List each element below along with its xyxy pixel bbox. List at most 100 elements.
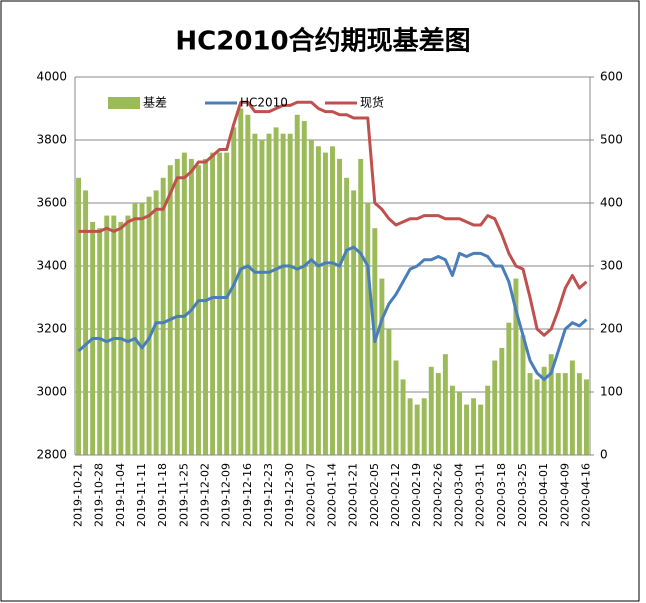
bar — [203, 158, 208, 455]
bar — [273, 127, 279, 456]
bar — [393, 360, 399, 455]
y2-tick-label: 400 — [600, 196, 623, 210]
bar — [188, 158, 194, 455]
line — [77, 245, 588, 381]
y2-tick-label: 0 — [600, 448, 608, 462]
bar — [428, 366, 434, 455]
bar — [337, 158, 343, 455]
bar — [358, 158, 364, 455]
bar — [351, 190, 357, 455]
bar — [513, 278, 519, 455]
legend-label: 基差 — [143, 96, 167, 110]
x-tick-label: 2020-01-21 — [347, 463, 360, 527]
bar — [104, 215, 110, 455]
y-tick-label: 3400 — [36, 259, 67, 273]
y-tick-label: 3200 — [36, 322, 67, 336]
bar — [146, 196, 152, 455]
x-tick-label: 2019-12-16 — [241, 463, 254, 527]
bar — [224, 152, 230, 455]
bar — [506, 322, 512, 455]
y2-tick-label: 100 — [600, 385, 623, 399]
bar — [181, 152, 187, 455]
bar — [464, 404, 470, 455]
bar — [527, 373, 533, 455]
bar — [245, 114, 251, 456]
x-tick-label: 2020-04-01 — [537, 463, 550, 527]
x-tick-label: 2019-12-02 — [199, 463, 212, 527]
bar — [569, 360, 575, 455]
bar — [280, 133, 286, 455]
x-tick-label: 2020-04-16 — [579, 463, 592, 527]
bar — [210, 152, 216, 455]
x-tick-label: 2019-12-23 — [262, 463, 275, 527]
x-tick-label: 2019-12-30 — [283, 463, 296, 527]
bar — [435, 373, 441, 455]
x-tick-label: 2019-11-25 — [177, 463, 190, 527]
bar — [322, 152, 328, 455]
x-tick-label: 2019-10-28 — [93, 463, 106, 527]
chart-title: HC2010合约期现基差图 — [175, 26, 470, 57]
bar — [365, 203, 371, 455]
bar — [97, 228, 103, 455]
bar — [400, 379, 406, 455]
bar — [160, 177, 166, 456]
bar — [499, 347, 505, 455]
x-tick-label: 2019-12-09 — [220, 463, 233, 527]
bar — [111, 215, 117, 455]
bar — [442, 354, 448, 455]
bar — [139, 203, 145, 455]
bar — [576, 373, 582, 455]
bar — [520, 335, 526, 455]
x-tick-label: 2019-11-11 — [135, 463, 148, 527]
bar — [259, 140, 265, 455]
bar — [555, 373, 561, 455]
bar — [449, 385, 455, 455]
y-tick-label: 3800 — [36, 133, 67, 147]
x-tick-label: 2020-02-26 — [431, 463, 444, 527]
bar — [478, 404, 484, 455]
bar — [492, 360, 498, 455]
bar — [238, 108, 244, 455]
y2-tick-label: 200 — [600, 322, 623, 336]
bar — [386, 329, 392, 455]
y-tick-label: 4000 — [36, 70, 67, 84]
y2-tick-label: 300 — [600, 259, 623, 273]
bar — [125, 215, 131, 455]
x-tick-label: 2020-02-19 — [410, 463, 423, 527]
x-tick-label: 2020-03-04 — [452, 463, 465, 527]
bar — [344, 177, 350, 456]
y-tick-label: 3000 — [36, 385, 67, 399]
bar — [167, 165, 173, 455]
bar — [485, 385, 491, 455]
bar — [217, 152, 223, 455]
y-tick-label: 2800 — [36, 448, 67, 462]
bar — [421, 398, 427, 455]
bar — [76, 177, 81, 456]
y2-tick-label: 600 — [600, 70, 623, 84]
bar — [195, 165, 201, 455]
line — [78, 100, 588, 337]
bar — [534, 379, 540, 455]
bar — [252, 133, 258, 455]
bar — [407, 398, 413, 455]
x-tick-label: 2019-11-04 — [114, 463, 127, 527]
bar — [541, 366, 547, 455]
bar — [231, 127, 237, 456]
bar — [457, 392, 462, 455]
x-tick-label: 2020-02-05 — [368, 463, 381, 527]
x-tick-label: 2019-10-21 — [72, 463, 85, 527]
bar — [132, 203, 138, 455]
x-tick-label: 2020-01-07 — [304, 463, 317, 527]
x-tick-label: 2020-01-14 — [326, 463, 339, 527]
x-tick-label: 2020-03-18 — [495, 463, 508, 527]
bar — [315, 146, 321, 456]
bar — [266, 133, 272, 455]
x-tick-label: 2020-04-09 — [558, 463, 571, 527]
x-tick-label: 2020-03-11 — [474, 463, 487, 527]
legend-label: HC2010 — [240, 96, 288, 110]
y-tick-label: 3600 — [36, 196, 67, 210]
bar — [174, 158, 180, 455]
bar — [584, 379, 589, 455]
legend-swatch — [108, 97, 140, 109]
